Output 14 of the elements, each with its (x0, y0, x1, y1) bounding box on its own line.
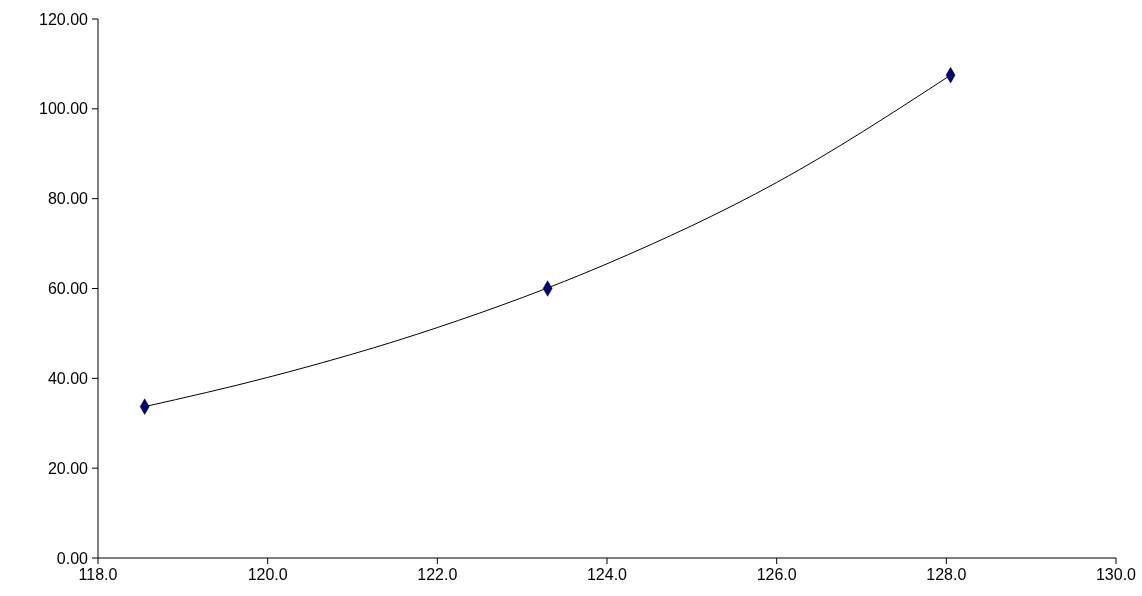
x-tick-label: 124.0 (586, 566, 628, 583)
x-tick-label: 126.0 (756, 566, 797, 583)
x-tick-label: 122.0 (417, 566, 458, 583)
x-tick-label: 118.0 (78, 566, 118, 583)
y-tick-label: 120.00 (39, 10, 89, 28)
x-tick-label: 130.0 (1095, 566, 1137, 583)
x-tick-label: 128.0 (926, 566, 967, 583)
y-tick-label: 0.00 (56, 549, 89, 567)
x-tick-label: 120.0 (247, 566, 288, 583)
y-tick-label: 80.00 (47, 190, 89, 208)
y-tick-label: 60.00 (47, 280, 89, 298)
y-tick-label: 100.00 (39, 100, 89, 118)
y-tick-label: 40.00 (47, 369, 89, 387)
y-tick-label: 20.00 (47, 459, 89, 477)
